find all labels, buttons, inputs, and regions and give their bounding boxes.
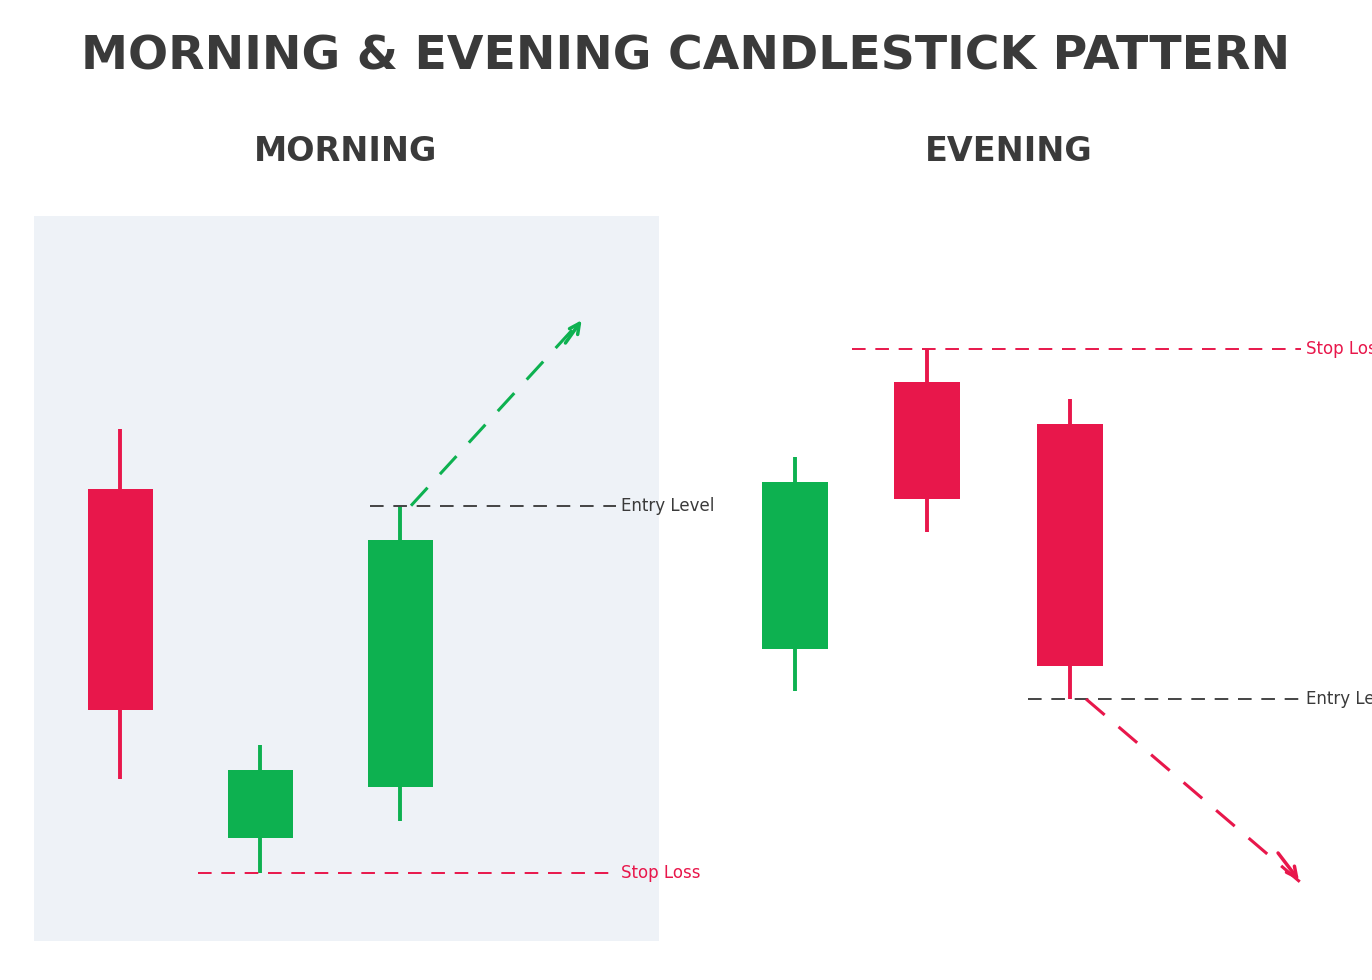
Text: Stop Loss: Stop Loss	[1306, 340, 1372, 358]
Bar	[1037, 424, 1103, 665]
Text: MORNING: MORNING	[254, 135, 438, 169]
Text: MORNING & EVENING CANDLESTICK PATTERN: MORNING & EVENING CANDLESTICK PATTERN	[81, 34, 1291, 79]
Text: Entry Level: Entry Level	[622, 497, 715, 514]
Text: EVENING: EVENING	[925, 135, 1092, 169]
Bar	[228, 770, 292, 839]
Bar	[368, 540, 432, 787]
Bar	[761, 482, 827, 649]
Text: Entry Level: Entry Level	[1306, 690, 1372, 709]
Bar	[88, 489, 152, 710]
Text: Stop Loss: Stop Loss	[622, 863, 700, 882]
Bar	[893, 382, 959, 499]
